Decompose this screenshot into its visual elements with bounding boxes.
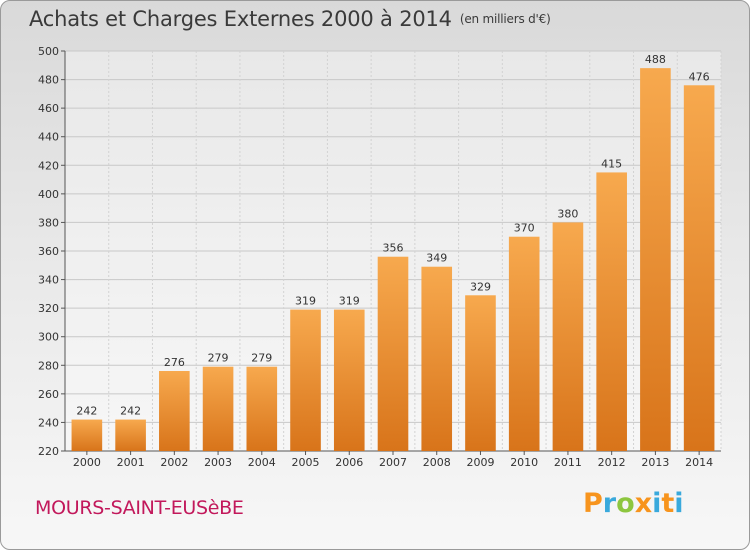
logo-letter: r xyxy=(602,488,617,519)
data-label-2012: 415 xyxy=(601,157,622,170)
data-label-2002: 276 xyxy=(164,356,185,369)
data-label-2011: 380 xyxy=(557,207,578,220)
y-tick-label: 440 xyxy=(38,131,59,144)
x-tick-label: 2012 xyxy=(598,456,626,469)
bar-2005 xyxy=(290,309,321,451)
x-tick-label: 2001 xyxy=(117,456,145,469)
x-tick-label: 2004 xyxy=(248,456,276,469)
x-tick-label: 2009 xyxy=(466,456,494,469)
bar-2006 xyxy=(333,309,365,451)
logo-letter: o xyxy=(616,488,635,519)
bar-2010 xyxy=(508,236,540,451)
bar-2009 xyxy=(465,295,496,451)
x-tick-label: 2000 xyxy=(73,456,101,469)
x-tick-label: 2005 xyxy=(292,456,320,469)
data-label-2013: 488 xyxy=(645,53,666,66)
bar-2012 xyxy=(596,172,627,451)
bar-2003 xyxy=(202,366,234,451)
y-tick-label: 360 xyxy=(38,245,59,258)
commune-name: MOURS-SAINT-EUSèBE xyxy=(35,497,244,519)
bars xyxy=(71,68,715,452)
bar-2007 xyxy=(377,256,409,451)
x-tick-label: 2011 xyxy=(554,456,582,469)
bar-2001 xyxy=(115,419,146,451)
data-label-2006: 319 xyxy=(339,295,360,308)
data-labels: 242 242 276 279 279 319 319 356 349 329 370 380 415 4… xyxy=(76,53,709,417)
logo-letter: t xyxy=(661,488,675,519)
data-label-2003: 279 xyxy=(208,352,229,365)
data-label-2010: 370 xyxy=(514,222,535,235)
bar-2000 xyxy=(71,419,103,451)
x-tick-label: 2008 xyxy=(423,456,451,469)
y-tick-label: 220 xyxy=(38,445,59,458)
bar-2013 xyxy=(640,68,671,452)
chart-title: Achats et Charges Externes 2000 à 2014 (e… xyxy=(29,7,551,31)
bar-2014 xyxy=(683,85,715,452)
data-label-2008: 349 xyxy=(426,252,447,265)
x-tick-label: 2003 xyxy=(204,456,232,469)
bar-2004 xyxy=(246,366,278,451)
y-tick-label: 460 xyxy=(38,102,59,115)
data-label-2007: 356 xyxy=(383,242,404,255)
logo-letter: i xyxy=(652,488,662,519)
x-tick-label: 2014 xyxy=(685,456,713,469)
y-tick-label: 320 xyxy=(38,302,59,315)
logo-letter: P xyxy=(583,488,603,519)
bar-2011 xyxy=(552,222,584,451)
proxiti-logo: Proxiti xyxy=(583,488,684,519)
x-tick-label: 2006 xyxy=(335,456,363,469)
x-tick-label: 2007 xyxy=(379,456,407,469)
x-tick-label: 2002 xyxy=(160,456,188,469)
y-tick-label: 340 xyxy=(38,274,59,287)
x-tick-label: 2010 xyxy=(510,456,538,469)
y-tick-label: 380 xyxy=(38,216,59,229)
bar-2002 xyxy=(159,371,190,451)
y-tick-label: 240 xyxy=(38,416,59,429)
data-label-2004: 279 xyxy=(251,352,272,365)
data-label-2005: 319 xyxy=(295,295,316,308)
bar-2008 xyxy=(421,266,453,451)
chart-subtitle: (en milliers d'€) xyxy=(459,12,551,26)
y-tick-label: 420 xyxy=(38,159,59,172)
y-tick-label: 400 xyxy=(38,188,59,201)
data-label-2014: 476 xyxy=(689,70,710,83)
logo-letter: i xyxy=(674,488,684,519)
data-label-2000: 242 xyxy=(76,405,97,418)
y-tick-label: 260 xyxy=(38,388,59,401)
y-tick-label: 480 xyxy=(38,74,59,87)
y-tick-label: 280 xyxy=(38,359,59,372)
data-label-2009: 329 xyxy=(470,280,491,293)
chart-title-text: Achats et Charges Externes 2000 à 2014 xyxy=(29,7,452,31)
x-tick-label: 2013 xyxy=(641,456,669,469)
y-tick-label: 500 xyxy=(38,45,59,58)
data-label-2001: 242 xyxy=(120,405,141,418)
logo-letter: x xyxy=(634,488,653,519)
y-tick-label: 300 xyxy=(38,331,59,344)
